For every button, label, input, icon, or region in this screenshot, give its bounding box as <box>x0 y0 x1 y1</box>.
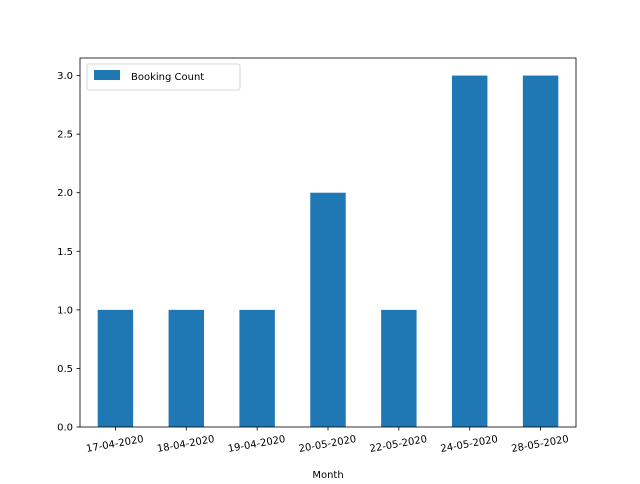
bar-20-05-2020 <box>310 192 346 427</box>
y-tick-label: 1.0 <box>57 305 73 316</box>
bar-28-05-2020 <box>522 75 559 428</box>
bar-18-04-2020 <box>168 309 204 427</box>
legend-swatch <box>94 70 120 80</box>
x-tick-label: 18-04-2020 <box>156 434 215 455</box>
bar-24-05-2020 <box>452 75 488 428</box>
x-tick-label: 22-05-2020 <box>369 434 428 455</box>
y-tick-label: 2.0 <box>57 188 73 199</box>
x-tick-label: 20-05-2020 <box>298 434 357 455</box>
x-axis-label: Month <box>312 470 343 480</box>
x-tick-label: 28-05-2020 <box>511 434 570 455</box>
x-ticks-layer: 17-04-2020 18-04-2020 19-04-2020 20-05-2020… <box>85 427 570 455</box>
x-tick-label: 17-04-2020 <box>85 434 144 455</box>
legend: Booking Count <box>86 63 241 91</box>
y-tick-label: 0.0 <box>57 423 73 434</box>
bar-19-04-2020 <box>239 309 275 427</box>
y-tick-label: 2.5 <box>57 130 73 141</box>
y-ticks-layer: 0.0 0.5 1.0 1.5 2.0 2.5 3.0 <box>57 71 80 434</box>
legend-label: Booking Count <box>131 72 204 83</box>
legend-box <box>86 63 241 91</box>
bar-22-05-2020 <box>381 309 417 427</box>
x-tick-label: 19-04-2020 <box>227 434 286 455</box>
y-tick-label: 1.5 <box>57 247 73 258</box>
y-tick-label: 3.0 <box>57 71 73 82</box>
bar-17-04-2020 <box>97 309 134 427</box>
y-tick-label: 0.5 <box>57 364 73 375</box>
bars-layer <box>97 75 559 428</box>
x-tick-label: 24-05-2020 <box>440 434 499 455</box>
